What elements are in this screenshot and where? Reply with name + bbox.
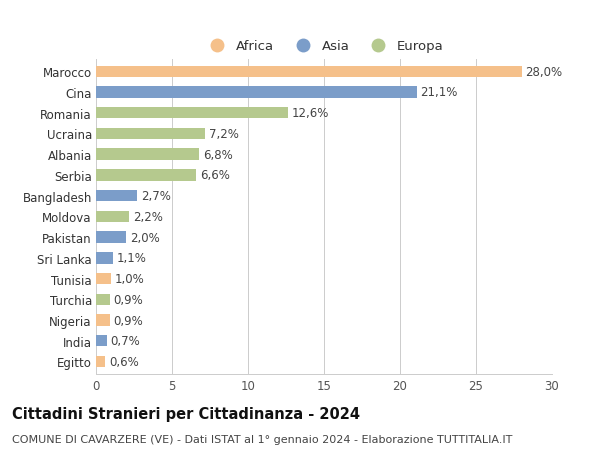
Legend: Africa, Asia, Europa: Africa, Asia, Europa xyxy=(199,35,449,58)
Bar xyxy=(96,273,111,285)
Text: 6,6%: 6,6% xyxy=(200,169,230,182)
Text: 1,0%: 1,0% xyxy=(115,273,145,285)
Text: 0,6%: 0,6% xyxy=(109,355,139,368)
Text: 6,8%: 6,8% xyxy=(203,148,233,161)
Text: COMUNE DI CAVARZERE (VE) - Dati ISTAT al 1° gennaio 2024 - Elaborazione TUTTITAL: COMUNE DI CAVARZERE (VE) - Dati ISTAT al… xyxy=(12,434,512,444)
Bar xyxy=(96,87,417,98)
Text: 0,9%: 0,9% xyxy=(113,293,143,306)
Bar xyxy=(96,314,110,326)
Bar xyxy=(96,108,287,119)
Text: 28,0%: 28,0% xyxy=(526,66,563,78)
Bar xyxy=(96,190,137,202)
Text: 0,9%: 0,9% xyxy=(113,314,143,327)
Text: 2,7%: 2,7% xyxy=(141,190,171,203)
Bar xyxy=(96,232,127,243)
Text: 21,1%: 21,1% xyxy=(421,86,458,99)
Bar xyxy=(96,294,110,305)
Bar xyxy=(96,67,521,78)
Bar xyxy=(96,129,205,140)
Text: 2,0%: 2,0% xyxy=(130,231,160,244)
Text: Cittadini Stranieri per Cittadinanza - 2024: Cittadini Stranieri per Cittadinanza - 2… xyxy=(12,406,360,421)
Bar xyxy=(96,356,105,367)
Text: 2,2%: 2,2% xyxy=(133,210,163,224)
Text: 1,1%: 1,1% xyxy=(116,252,146,265)
Text: 12,6%: 12,6% xyxy=(292,107,329,120)
Bar xyxy=(96,252,113,264)
Text: 0,7%: 0,7% xyxy=(110,335,140,347)
Text: 7,2%: 7,2% xyxy=(209,128,239,140)
Bar xyxy=(96,336,107,347)
Bar xyxy=(96,149,199,161)
Bar xyxy=(96,211,130,223)
Bar xyxy=(96,170,196,181)
